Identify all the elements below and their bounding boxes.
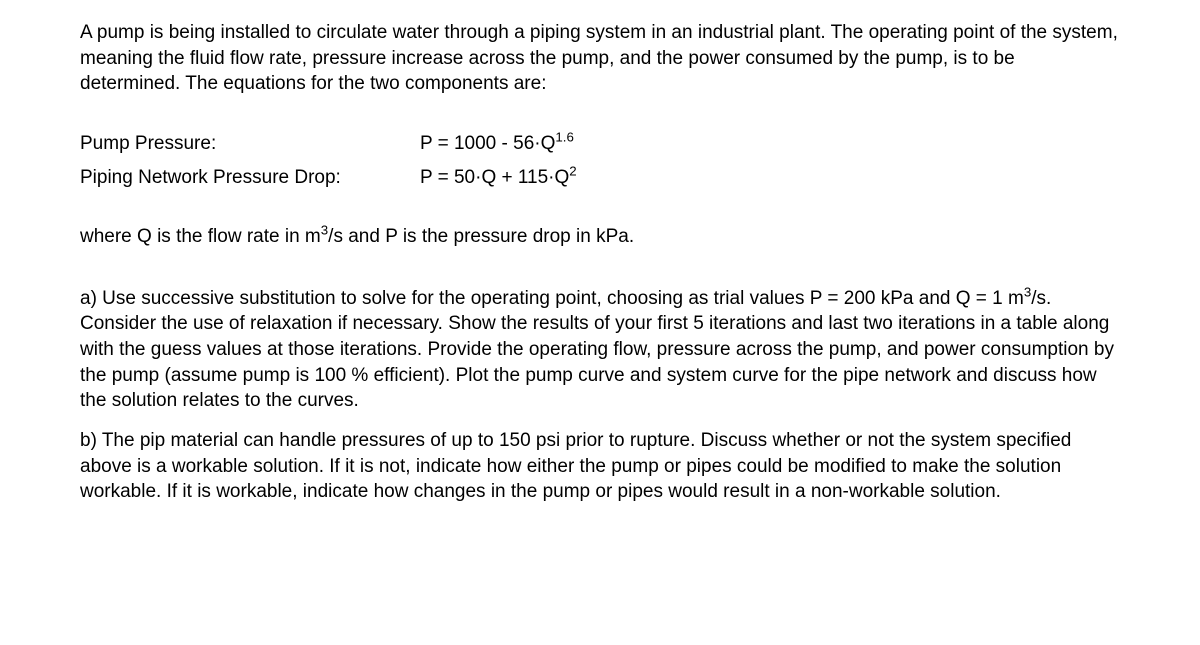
pump-exponent: 1.6 <box>555 130 574 145</box>
intro-paragraph: A pump is being installed to circulate w… <box>80 20 1120 97</box>
part-a-pre: a) Use successive substitution to solve … <box>80 288 1024 309</box>
equation-block: Pump Pressure: P = 1000 - 56·Q1.6 Piping… <box>80 131 1120 190</box>
piping-label: Piping Network Pressure Drop: <box>80 165 420 191</box>
piping-formula: P = 50·Q + 115·Q2 <box>420 165 577 191</box>
piping-equation-row: Piping Network Pressure Drop: P = 50·Q +… <box>80 165 1120 191</box>
piping-exponent: 2 <box>569 163 576 178</box>
problem-page: A pump is being installed to circulate w… <box>0 0 1200 539</box>
pump-equation-row: Pump Pressure: P = 1000 - 56·Q1.6 <box>80 131 1120 157</box>
part-a: a) Use successive substitution to solve … <box>80 286 1120 414</box>
where-post: /s and P is the pressure drop in kPa. <box>328 226 634 247</box>
piping-formula-base: P = 50·Q + 115·Q <box>420 167 569 188</box>
pump-formula-base: P = 1000 - 56·Q <box>420 133 555 154</box>
part-b: b) The pip material can handle pressures… <box>80 428 1120 505</box>
where-line: where Q is the flow rate in m3/s and P i… <box>80 224 1120 250</box>
pump-formula: P = 1000 - 56·Q1.6 <box>420 131 574 157</box>
pump-label: Pump Pressure: <box>80 131 420 157</box>
where-pre: where Q is the flow rate in m <box>80 226 321 247</box>
